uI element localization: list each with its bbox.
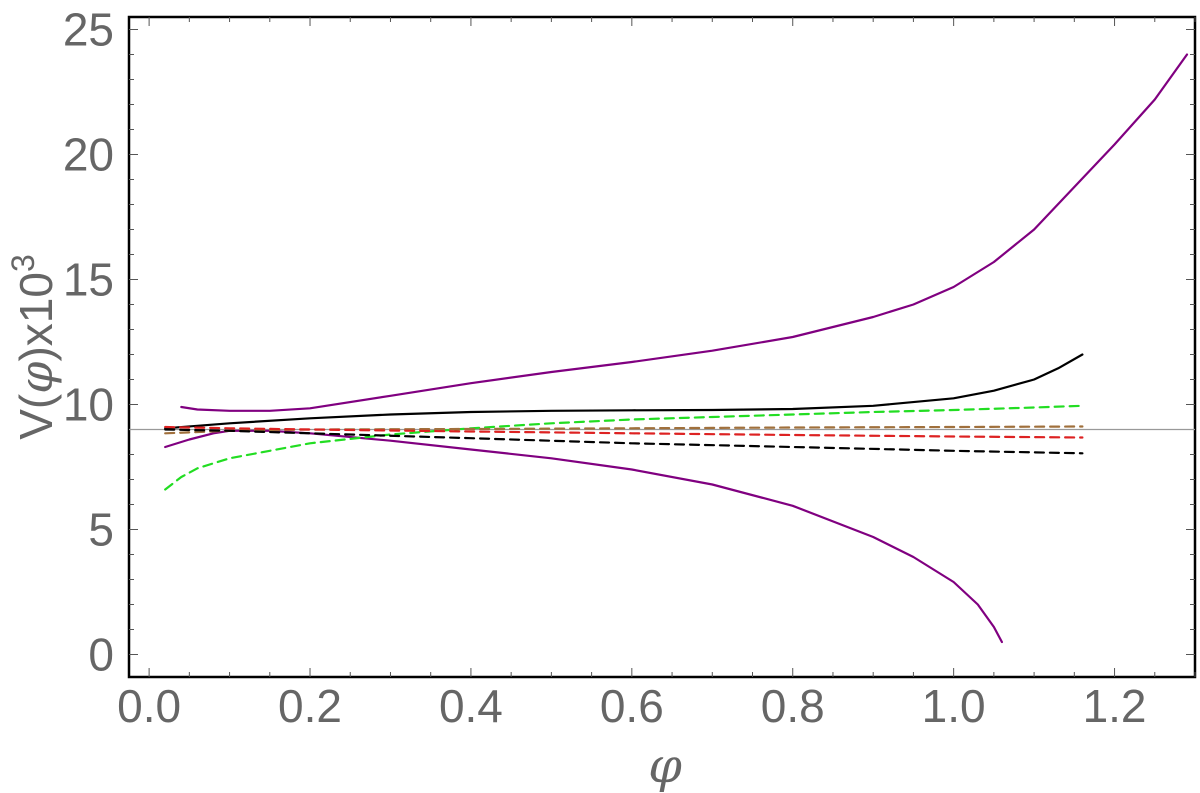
series-line-6 xyxy=(164,425,1084,439)
x-tick-label: 0.0 xyxy=(117,680,181,732)
y-axis-title: V(φ)x103 xyxy=(5,254,63,440)
series-group xyxy=(164,53,1189,644)
y-axis-title-main: V( xyxy=(10,393,62,440)
series-line-7 xyxy=(164,428,1084,455)
x-tick-label: 0.8 xyxy=(761,680,825,732)
y-tick-labels: 0 5 10 15 20 25 xyxy=(63,4,114,681)
x-tick-label: 0.4 xyxy=(439,680,503,732)
y-tick-label: 5 xyxy=(88,504,114,556)
x-tick-label: 1.2 xyxy=(1083,680,1147,732)
x-tick-label: 0.6 xyxy=(600,680,664,732)
y-axis-title-tail: )x10 xyxy=(10,272,62,361)
y-tick-label: 0 xyxy=(88,629,114,681)
plot-frame xyxy=(127,15,1197,679)
y-axis-title-exponent: 3 xyxy=(5,254,41,272)
series-line-1 xyxy=(180,53,1189,412)
x-tick-labels: 0.0 0.2 0.4 0.6 0.8 1.0 1.2 xyxy=(117,680,1146,732)
y-tick-label: 10 xyxy=(63,379,114,431)
x-tick-label: 1.0 xyxy=(922,680,986,732)
series-line-3 xyxy=(164,353,1084,430)
y-tick-label: 25 xyxy=(63,4,114,56)
y-tick-label: 20 xyxy=(63,129,114,181)
x-tick-label: 0.2 xyxy=(278,680,342,732)
x-axis-title: φ xyxy=(648,738,682,793)
y-tick-label: 15 xyxy=(63,254,114,306)
y-axis-title-var: φ xyxy=(9,361,63,394)
series-line-4 xyxy=(164,404,1084,491)
axis-ticks xyxy=(129,17,1196,677)
